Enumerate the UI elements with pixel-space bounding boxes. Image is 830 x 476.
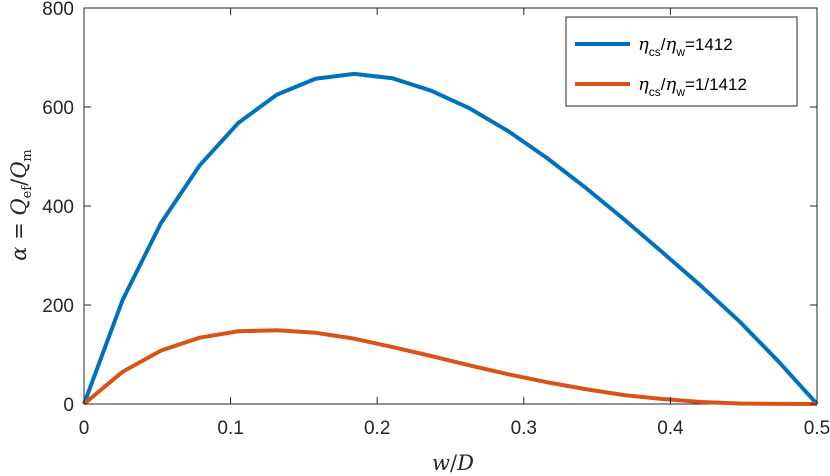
x-tick-label: 0.4 — [657, 418, 684, 439]
series-line-1 — [82, 71, 819, 406]
y-tick-label: 600 — [42, 98, 74, 119]
legend-box — [565, 16, 798, 107]
x-tick-label: 0.3 — [511, 418, 537, 439]
y-tick-label: 200 — [42, 296, 74, 317]
legend-entry-series-2: ηcs/ηw=1/1412 — [638, 74, 747, 99]
x-tick-label: 0.1 — [217, 418, 243, 439]
y-axis-label: α = Qef/Qm — [7, 149, 35, 261]
legend-entry-series-1: ηcs/ηw=1412 — [638, 34, 733, 59]
y-tick-label: 400 — [42, 197, 74, 218]
series-line-2 — [82, 328, 818, 406]
series-layer — [82, 71, 819, 406]
x-tick-label: 0.2 — [364, 418, 390, 439]
x-tick-label: 0 — [79, 418, 90, 439]
x-tick-label: 0.5 — [804, 418, 830, 439]
ticks-layer: 0 0.1 0.2 0.3 0.4 0.5 0 200 400 600 800 — [42, 0, 830, 439]
y-tick-label: 800 — [42, 0, 74, 20]
y-tick-label: 0 — [63, 395, 74, 416]
legend: ηcs/ηw=1412 ηcs/ηw=1/1412 — [565, 16, 798, 107]
x-axis-label: w/D — [432, 451, 474, 475]
